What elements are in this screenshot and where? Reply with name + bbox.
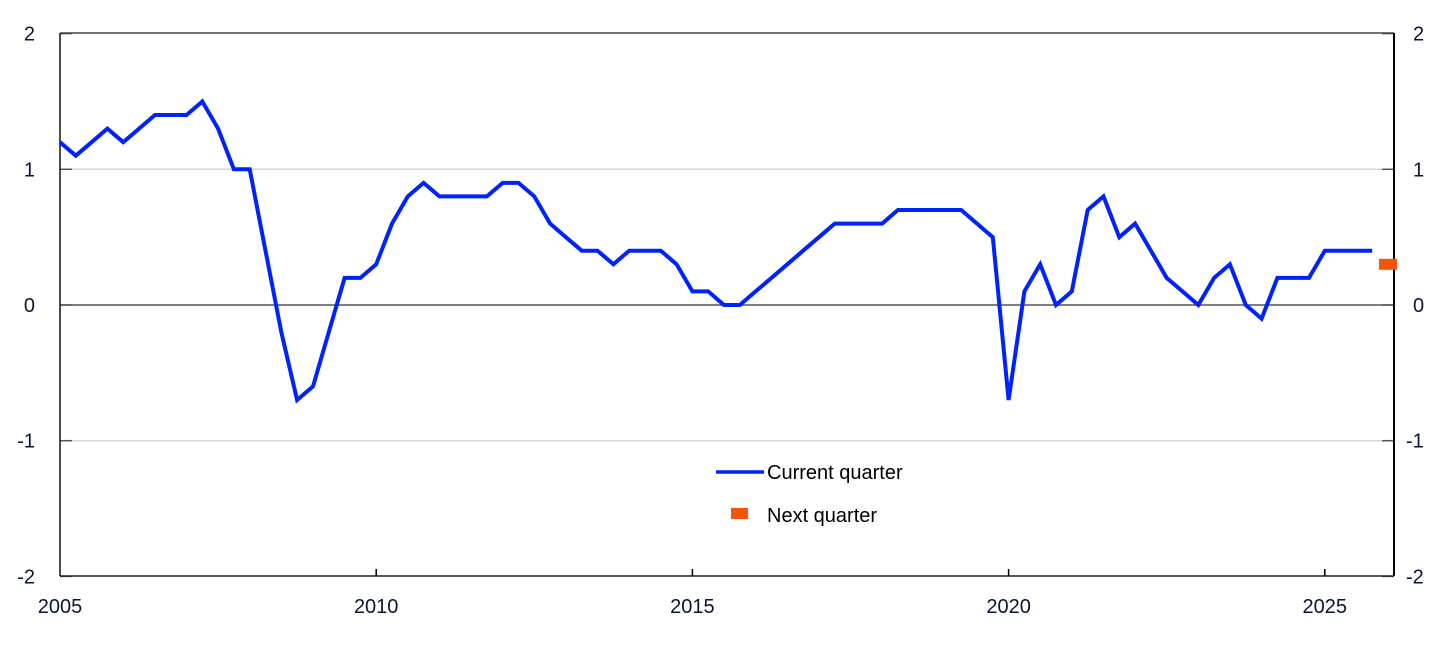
y-tick-label-right: -2 [1406,566,1424,588]
current-quarter-line [58,98,1373,404]
legend-label-current-quarter: Current quarter [767,462,903,484]
y-tick-label-left: -2 [17,566,35,588]
y-tick-label-left: 0 [24,295,35,317]
legend-label-next-quarter: Next quarter [767,505,877,527]
x-axis-labels: 2005 2010 2015 2020 2025 [38,596,1347,618]
y-tick-label-left: 2 [24,24,35,46]
legend-square-swatch-icon [731,508,748,519]
y-tick-label-left: 1 [24,159,35,181]
y-axis-right-labels: 2 1 0 -1 -2 [1406,24,1424,589]
y-tick-label-right: 1 [1413,159,1424,181]
x-tick-label: 2020 [986,596,1031,618]
y-tick-label-left: -1 [17,431,35,453]
x-tick-label: 2010 [354,596,399,618]
x-tick-label: 2005 [38,596,83,618]
y-axis-left-labels: 2 1 0 -1 -2 [17,24,35,589]
y-tick-label-right: -1 [1406,431,1424,453]
y-tick-label-right: 0 [1413,295,1424,317]
gridlines [60,168,1394,442]
y-tick-label-right: 2 [1413,24,1424,46]
legend: Current quarter Next quarter [716,462,903,527]
next-quarter-marker [1379,258,1397,270]
x-tick-label: 2015 [670,596,715,618]
x-tick-label: 2025 [1303,596,1348,618]
